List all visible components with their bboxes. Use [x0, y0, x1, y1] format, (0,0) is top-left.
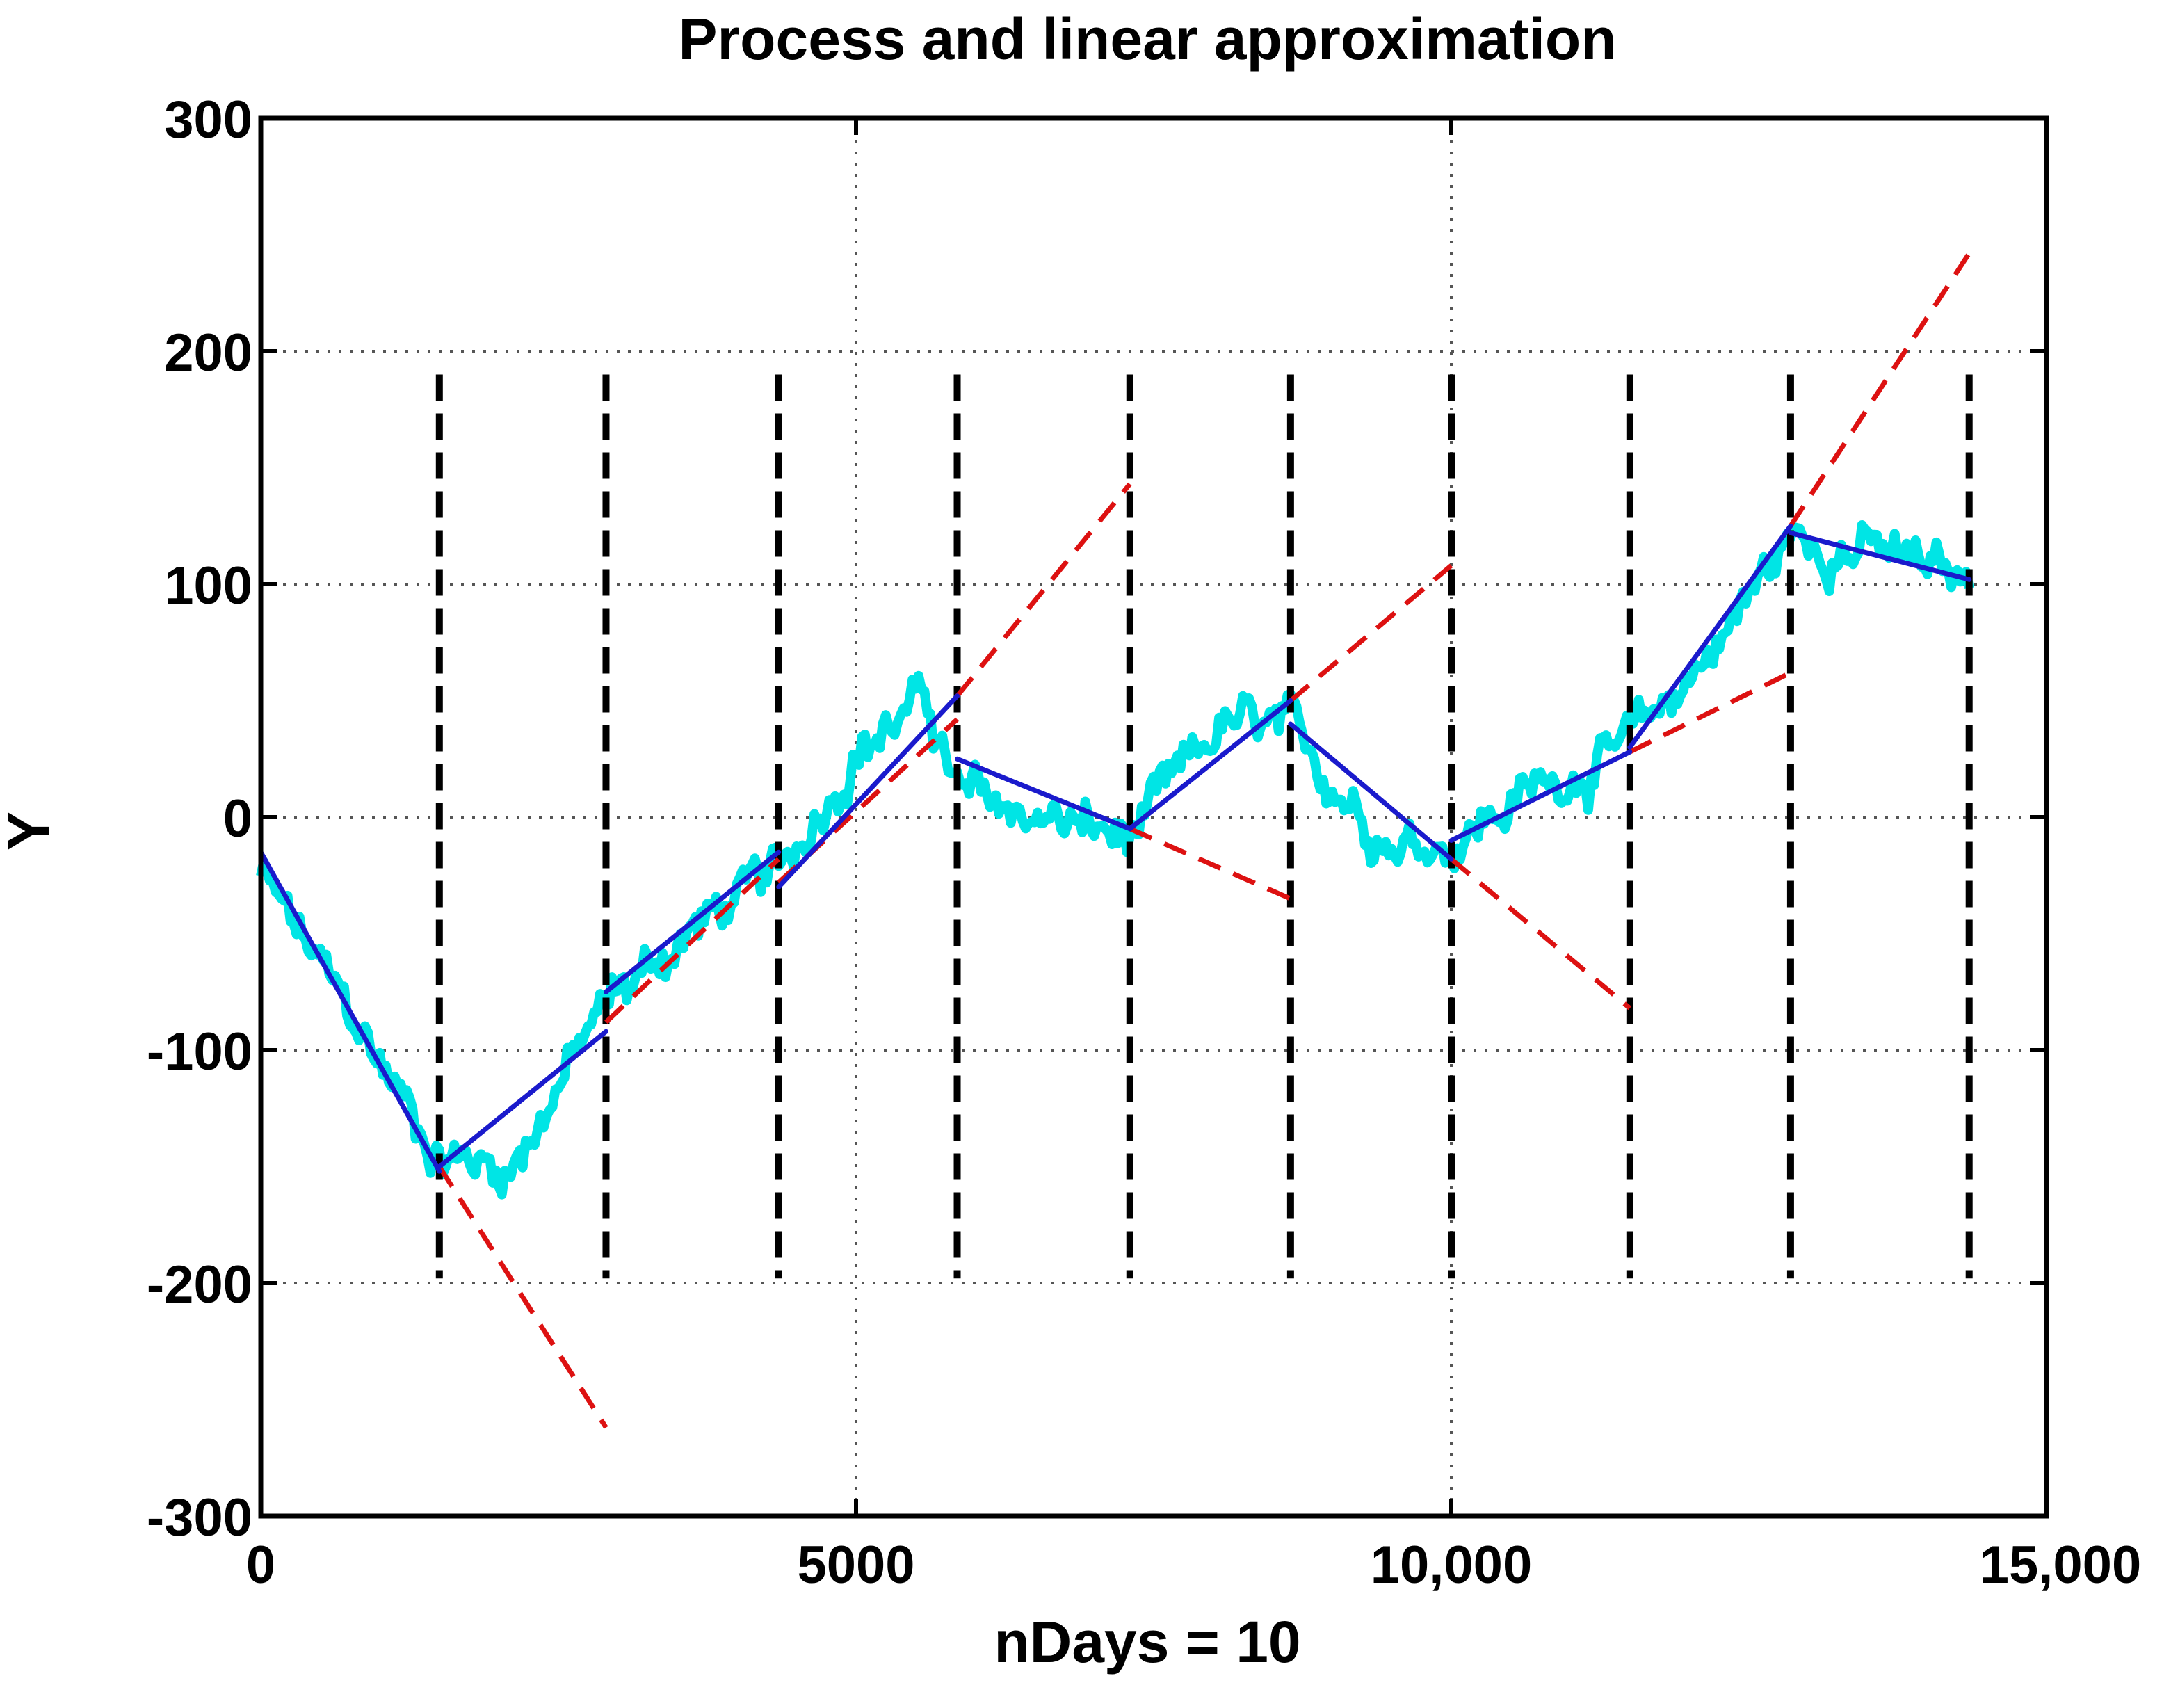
- x-tick-label: 10,000: [1371, 1536, 1532, 1595]
- y-tick-label: 200: [164, 323, 252, 382]
- y-tick-label: -100: [147, 1022, 252, 1081]
- approximation-segment: [603, 849, 782, 994]
- extrapolation-segment: [1129, 826, 1292, 901]
- extrapolation-segment: [1629, 670, 1792, 755]
- y-tick-label: -300: [147, 1488, 252, 1547]
- x-tick-label: 0: [246, 1536, 275, 1595]
- y-tick-label: 100: [164, 556, 252, 615]
- extrapolation-segment: [604, 857, 781, 1024]
- extrapolation-segment: [437, 1165, 608, 1429]
- approximation-segment: [1627, 523, 1793, 750]
- x-tick-label: 5000: [797, 1536, 914, 1595]
- y-tick-label: 300: [164, 90, 252, 150]
- approximation-segment: [437, 1029, 608, 1169]
- axes: [258, 115, 2049, 1519]
- approximation-segment: [258, 849, 442, 1174]
- approximation-segment: [1127, 698, 1293, 832]
- approximation-segment: [955, 756, 1133, 832]
- approximation-segment: [1788, 530, 1972, 582]
- y-axis-label: Y: [0, 812, 61, 851]
- approximation-segment: [1448, 749, 1633, 843]
- x-tick-label: 15,000: [1980, 1536, 2141, 1595]
- approximation-segment: [1288, 721, 1454, 862]
- extrapolation-segment: [955, 482, 1132, 698]
- approximation-series: [258, 523, 1972, 1174]
- extrapolation-segment: [1449, 857, 1632, 1010]
- extrapolation-segment: [1788, 252, 1971, 528]
- approximation-segment: [776, 693, 960, 889]
- y-tick-label: -200: [147, 1255, 252, 1314]
- chart-title: Process and linear approximation: [678, 6, 1616, 72]
- segment-boundaries: [435, 374, 1973, 1279]
- extrapolation-series: [437, 252, 1971, 1429]
- tick-labels: -300 -200 -100 0 100 200 300 0 5000 10,000 15,000: [147, 90, 2141, 1595]
- x-axis-label: nDays = 10: [994, 1609, 1300, 1675]
- y-tick-label: 0: [223, 789, 252, 848]
